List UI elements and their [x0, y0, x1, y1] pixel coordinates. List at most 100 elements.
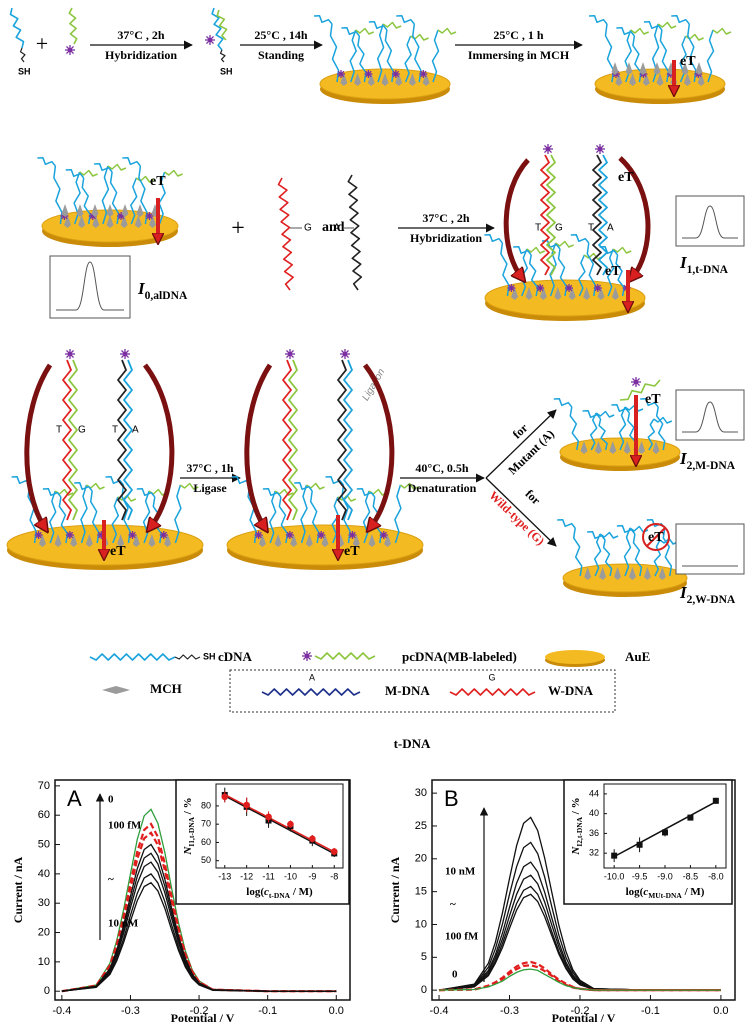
strand [179, 482, 199, 490]
x-tick-label: -10 [284, 871, 297, 881]
y-tick-label: 30 [415, 787, 427, 799]
methylene-blue-label [339, 72, 343, 76]
strand [300, 484, 308, 544]
methylene-blue-label [119, 214, 123, 218]
x-tick-label: -0.1 [641, 1005, 660, 1017]
label-part: 1,t-DNA [687, 263, 729, 276]
strand [368, 20, 388, 31]
x-tick-label: -9.0 [657, 871, 673, 881]
strand [355, 27, 374, 35]
strand [655, 406, 666, 451]
strand [49, 490, 57, 544]
strand [73, 171, 81, 225]
strand [356, 487, 376, 498]
base-label: A [607, 223, 614, 234]
strand [592, 154, 602, 276]
mch-molecule [580, 441, 588, 454]
concentration-annotation: 0 [108, 794, 114, 806]
mch-molecule [681, 62, 689, 75]
strand [706, 29, 715, 83]
step-condition: 37°C , 2h [117, 28, 164, 42]
strand [589, 412, 598, 451]
data-point [265, 813, 272, 821]
label-part: N [570, 846, 582, 856]
mch-molecule [653, 62, 661, 75]
mch-molecule [352, 534, 360, 547]
strand [282, 359, 292, 521]
electron-path-arrow [618, 156, 651, 278]
y-tick-label: 20 [38, 926, 50, 938]
mch-molecule [134, 215, 142, 228]
fit-line [224, 793, 335, 853]
x-tick-label: -8.5 [683, 871, 699, 881]
y-tick-label: 10 [38, 956, 50, 968]
step-process: Immersing in MCH [468, 48, 570, 62]
mch-molecule [136, 204, 144, 217]
mch-molecule [132, 534, 140, 547]
current-label: I2,W-DNA [679, 583, 736, 606]
x-tick-label: -0.3 [500, 1005, 519, 1017]
mch-molecule [102, 686, 130, 694]
mch-molecule [639, 62, 647, 75]
voltammogram-curve [438, 816, 721, 991]
mch-molecule [92, 215, 100, 228]
label-part: 0,alDNA [145, 289, 188, 302]
electron-transfer-label: eT [605, 264, 621, 279]
label-part: I1,t-DNA [187, 816, 196, 846]
data-point [636, 841, 643, 848]
x-tick-label: -0.4 [430, 1005, 449, 1017]
concentration-annotation: 0 [452, 969, 458, 981]
x-tick-label: -0.2 [570, 1005, 589, 1017]
label-part: t-DNA [269, 891, 291, 900]
mch-molecule [658, 567, 666, 580]
mch-molecule [615, 73, 623, 86]
mch-molecule [583, 287, 591, 300]
step-process: Hybridization [105, 48, 177, 62]
electron-path-arrow [24, 363, 53, 528]
data-point [330, 848, 338, 855]
base-label: A [309, 672, 315, 682]
x-tick-label: -13 [218, 871, 231, 881]
x-tick-label: -0.4 [52, 1005, 71, 1017]
strand [65, 168, 85, 179]
mch-molecule [274, 534, 282, 547]
electrode [562, 563, 688, 593]
legend-label: W-DNA [548, 683, 594, 698]
inset-panel [563, 779, 733, 905]
strand [593, 533, 602, 577]
strand [449, 688, 536, 696]
strand [528, 254, 539, 297]
inset-frame [215, 783, 344, 869]
connector-word: and [322, 220, 345, 235]
methylene-blue-label [67, 351, 73, 357]
y-tick-label: 40 [38, 868, 50, 880]
strand [109, 171, 120, 225]
strand [399, 482, 419, 490]
strand [653, 416, 673, 424]
strand [288, 359, 298, 521]
mch-molecule [321, 534, 329, 547]
strand [572, 527, 583, 577]
mch-molecule [121, 204, 129, 217]
methylene-blue-label [366, 72, 371, 76]
methylene-blue-label [68, 533, 72, 537]
mch-molecule [643, 567, 651, 580]
x-tick-label: -8 [330, 871, 338, 881]
strand [62, 359, 72, 521]
strand [598, 418, 608, 451]
strand [595, 410, 615, 418]
x-tick-label: -11 [262, 871, 274, 881]
strand [376, 23, 385, 83]
y-tick-label: 30 [38, 897, 50, 909]
data-point [287, 820, 294, 828]
strand [659, 29, 670, 83]
y-tick-label: 70 [201, 819, 211, 829]
strand [94, 162, 113, 173]
y-axis-title: Current / nA [388, 856, 402, 923]
strand [309, 490, 320, 544]
thumbnail-trace [682, 205, 738, 239]
methylene-blue-label [288, 533, 292, 537]
voltammogram-curve [61, 881, 337, 992]
plus-sign: + [231, 216, 245, 242]
